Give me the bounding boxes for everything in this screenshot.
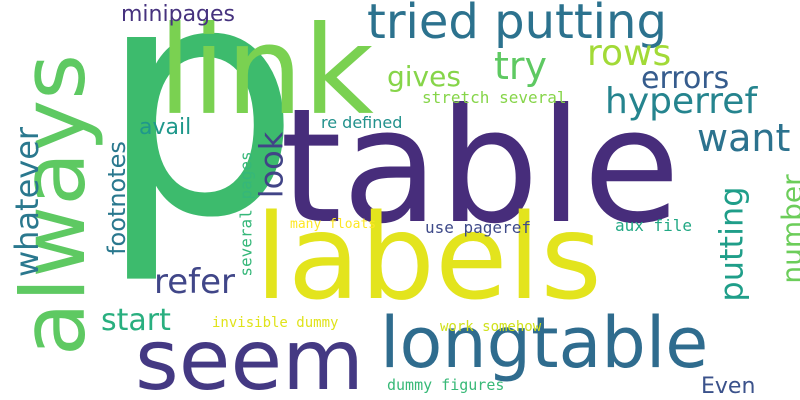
word-refer: refer [154, 262, 236, 302]
word-labels: labels [255, 188, 602, 326]
word-errors: errors [641, 61, 730, 96]
word-want: want [697, 116, 791, 160]
word-minipages: minipages [121, 2, 236, 27]
word-putting: putting [712, 186, 751, 302]
word-several-pages: several pages [236, 151, 256, 277]
word-work-somehow: work somehow [440, 319, 542, 335]
word-hyperref: hyperref [605, 81, 758, 122]
word-invisible-dummy: invisible dummy [212, 315, 339, 331]
word-rows: rows [587, 33, 672, 74]
word-p: p [98, 0, 302, 288]
word-number: number [775, 174, 800, 284]
word-use-pageref: use pageref [425, 218, 531, 237]
word-table: table [280, 75, 681, 259]
word-whatever: whatever [8, 126, 47, 278]
word-even: Even [701, 374, 756, 399]
word-many-floats: many floats [290, 217, 377, 232]
word-longtable: longtable [380, 302, 709, 384]
word-aux-file: aux file [615, 216, 693, 235]
word-gives: gives [387, 60, 461, 93]
word-re-defined: re defined [321, 113, 403, 132]
word-avail: avail [139, 115, 192, 140]
word-footnotes: footnotes [102, 141, 131, 255]
word-dummy-figures: dummy figures [387, 376, 505, 394]
word-link: link [158, 0, 374, 142]
word-tried-putting: tried putting [367, 0, 667, 50]
word-look: look [252, 131, 291, 199]
word-start: start [101, 303, 171, 338]
word-stretch-several: stretch several [422, 88, 567, 107]
word-try: try [494, 44, 548, 88]
word-seem: seem [135, 311, 364, 400]
